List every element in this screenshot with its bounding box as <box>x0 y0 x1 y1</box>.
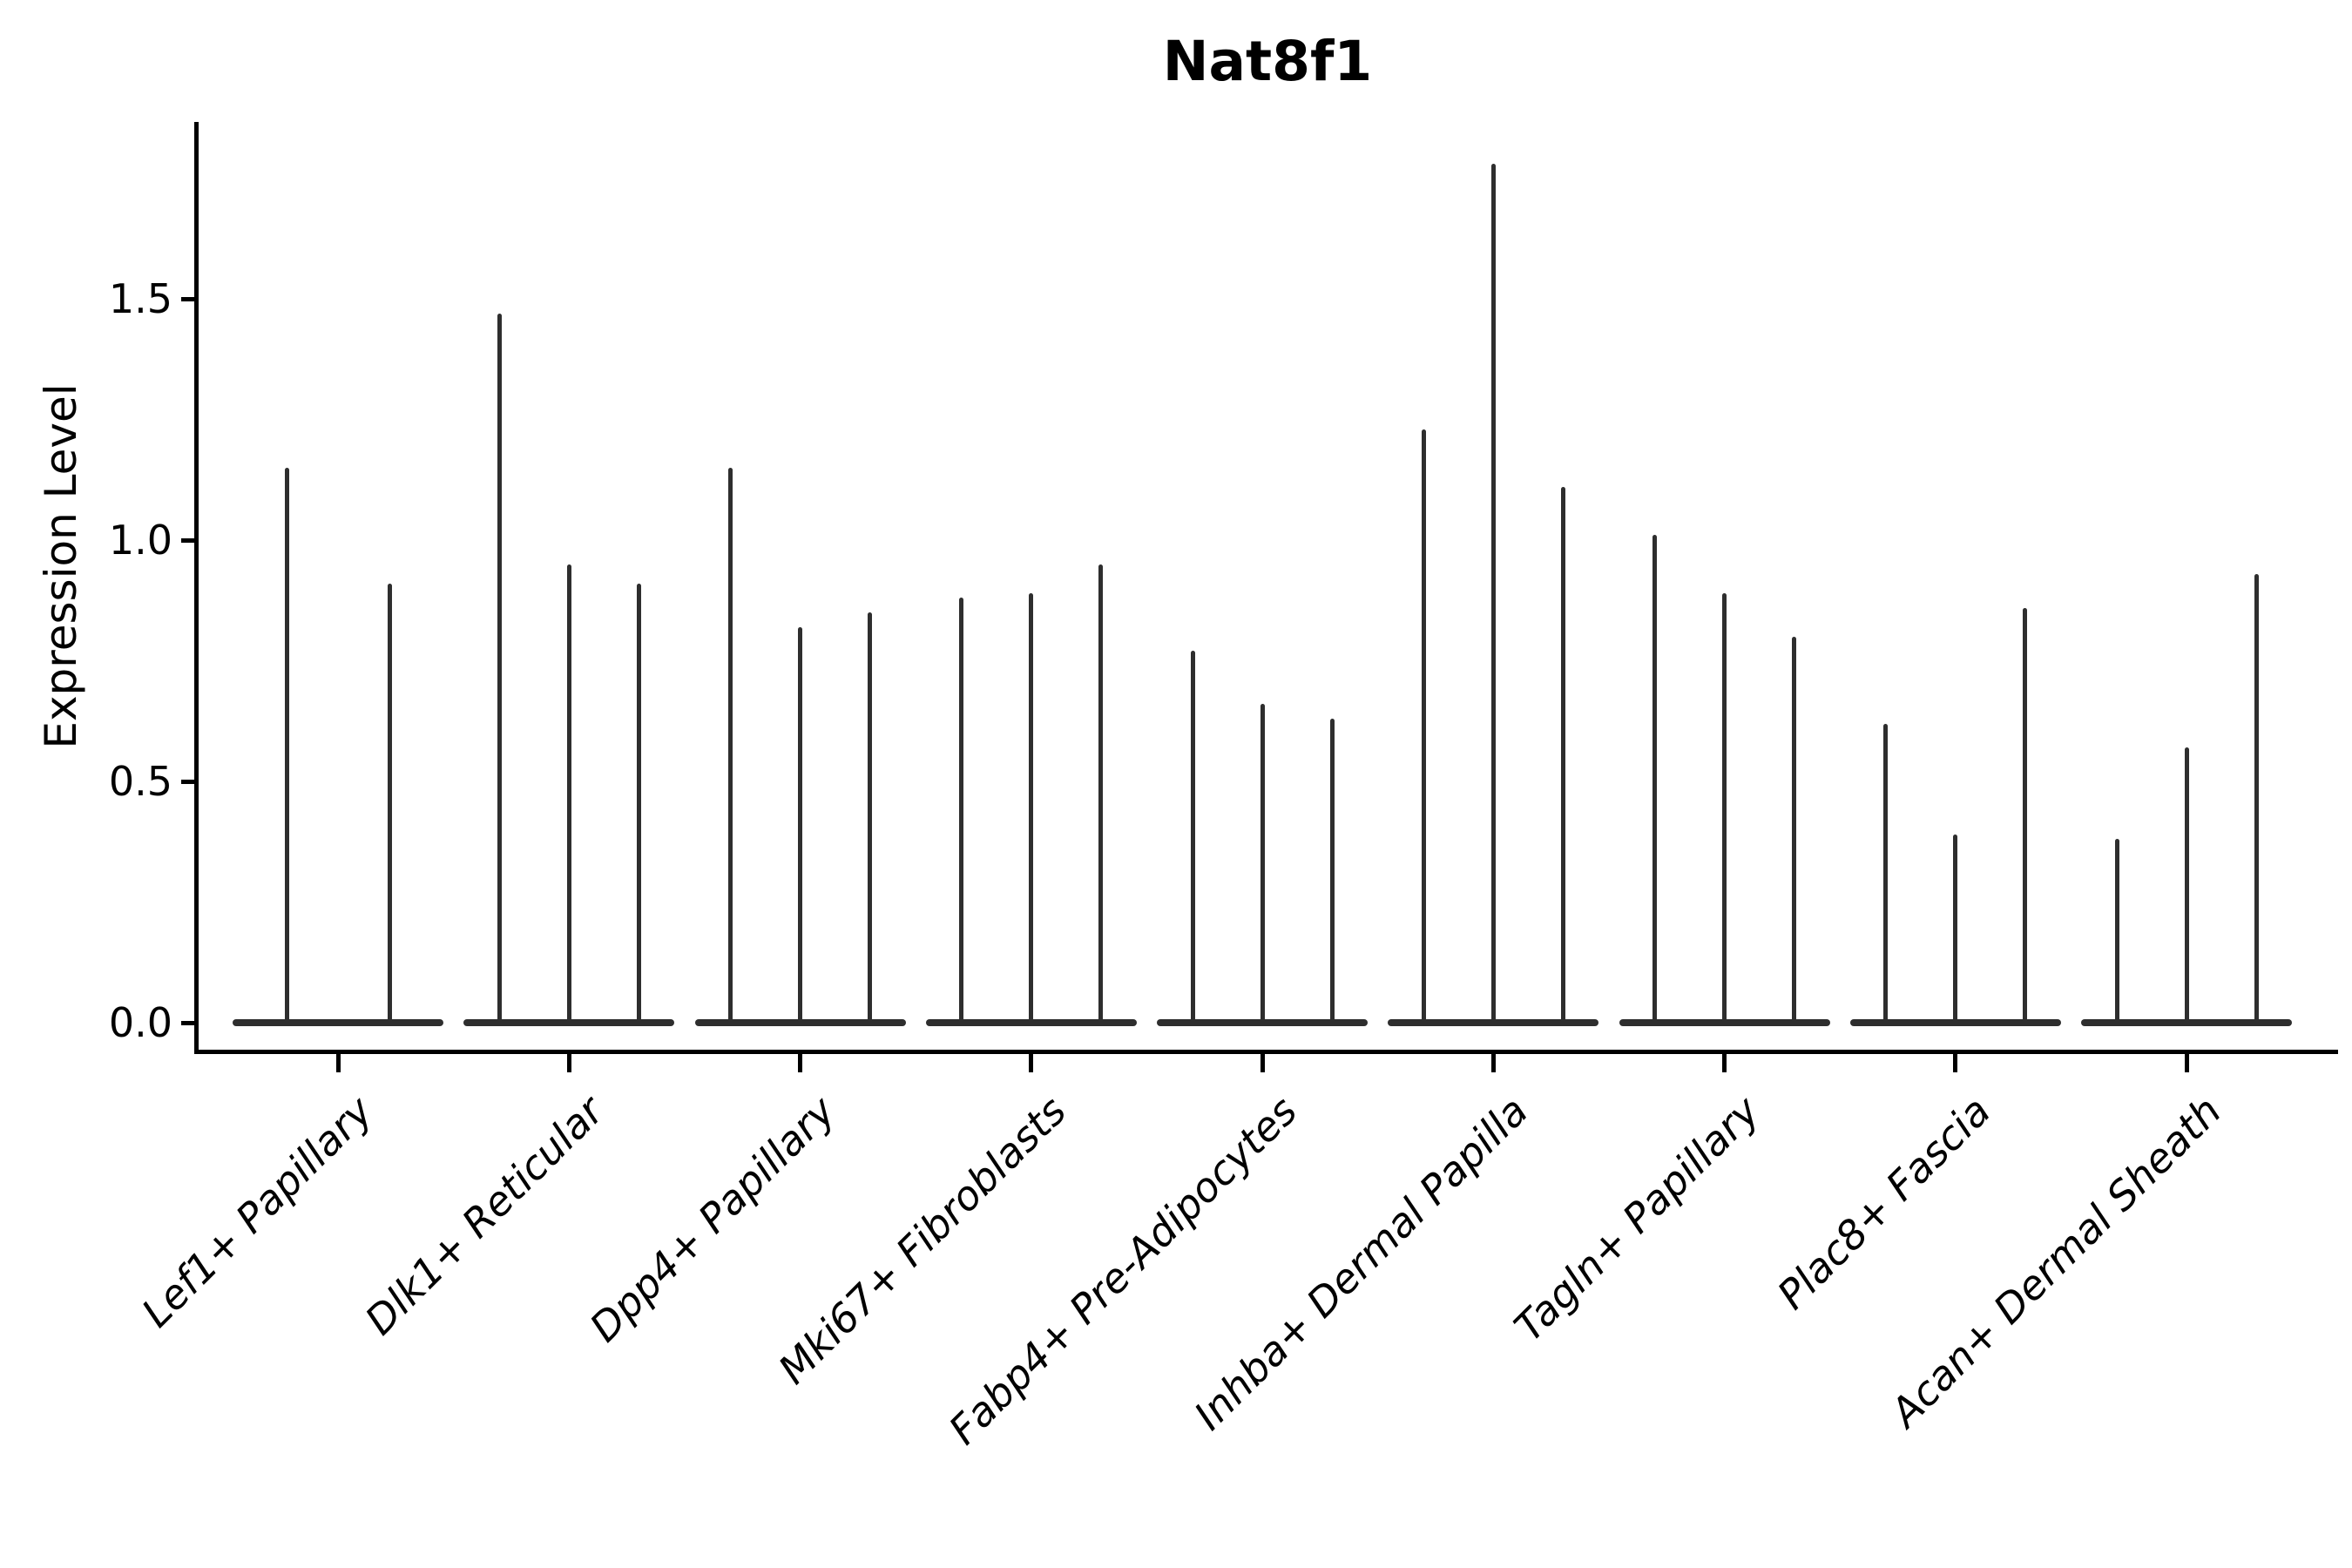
violin-spike <box>566 564 571 1026</box>
x-tick-mark <box>2184 1054 2189 1072</box>
violin-spike <box>1883 723 1889 1026</box>
violin-spike <box>1490 163 1496 1026</box>
x-tick-mark <box>566 1054 571 1072</box>
violin-spike <box>497 313 502 1026</box>
violin-spike <box>387 583 392 1026</box>
violin-spike <box>798 626 802 1026</box>
y-tick-label: 1.0 <box>108 517 172 564</box>
x-axis-spine <box>194 1050 2338 1054</box>
y-tick-label: 0.0 <box>108 999 172 1046</box>
violin-spike <box>1029 592 1034 1026</box>
chart-title: Nat8f1 <box>1162 30 1373 93</box>
violin-spike <box>1792 636 1796 1026</box>
violin-spike <box>868 612 872 1026</box>
violin-baseline <box>233 1019 443 1026</box>
x-tick-mark <box>335 1054 341 1072</box>
violin-spike <box>1953 834 1958 1026</box>
y-tick-label: 1.5 <box>108 275 172 322</box>
x-tick-mark <box>1260 1054 1265 1072</box>
x-tick-mark <box>1722 1054 1727 1072</box>
y-tick-mark <box>181 296 197 301</box>
violin-spike <box>284 467 289 1026</box>
violin-spike <box>1260 704 1265 1026</box>
x-tick-label: Dpp4+ Papillary <box>580 1087 844 1351</box>
violin-spike <box>1098 564 1104 1026</box>
violin-spike <box>2254 573 2259 1026</box>
violin-spike <box>2023 607 2028 1026</box>
violin-spike <box>636 583 641 1026</box>
y-tick-mark <box>181 779 197 784</box>
violin-spike <box>728 467 733 1026</box>
x-tick-label: Tagln+ Papillary <box>1504 1087 1768 1351</box>
violin-spike <box>1329 718 1335 1026</box>
violin-spike <box>1652 535 1657 1026</box>
violin-spike <box>1190 651 1195 1026</box>
violin-spike <box>2114 839 2119 1026</box>
x-tick-label: Plac8+ Fascia <box>1767 1087 1999 1319</box>
x-tick-label: Lef1+ Papillary <box>132 1087 382 1336</box>
y-tick-mark <box>181 1020 197 1025</box>
violin-spike <box>1560 487 1565 1026</box>
violin-spike <box>1421 429 1426 1026</box>
y-tick-mark <box>181 537 197 543</box>
violin-spike <box>1722 592 1727 1026</box>
y-axis-spine <box>194 122 199 1054</box>
violin-spike <box>959 598 964 1026</box>
x-tick-mark <box>1029 1054 1034 1072</box>
x-tick-mark <box>1490 1054 1496 1072</box>
y-axis-label: Expression Level <box>36 383 86 749</box>
x-tick-mark <box>1953 1054 1958 1072</box>
y-tick-label: 0.5 <box>108 758 172 805</box>
x-tick-mark <box>798 1054 802 1072</box>
violin-spike <box>2184 747 2189 1026</box>
x-tick-label: Dlk1+ Reticular <box>355 1087 613 1344</box>
